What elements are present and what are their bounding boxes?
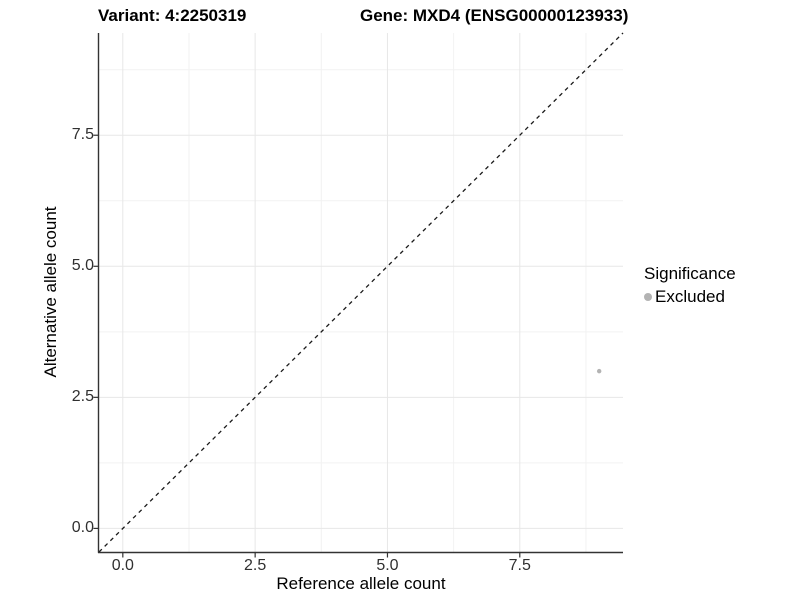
- plot-title-variant: Variant: 4:2250319: [98, 6, 247, 25]
- legend-item-label: Excluded: [655, 287, 725, 306]
- legend: Significance Excluded: [644, 264, 736, 307]
- x-axis-title: Reference allele count: [276, 574, 446, 593]
- y-tick-label: 7.5: [71, 126, 94, 144]
- legend-items: Excluded: [644, 287, 736, 307]
- y-axis-title: Alternative allele count: [41, 206, 60, 378]
- y-tick-label: 2.5: [71, 388, 94, 406]
- y-tick-label: 5.0: [71, 257, 94, 275]
- plot-title-gene: Gene: MXD4 (ENSG00000123933): [360, 6, 629, 25]
- legend-title: Significance: [644, 264, 736, 283]
- circle-icon: [644, 293, 652, 301]
- y-tick-label: 0.0: [71, 519, 94, 537]
- identity-dashed-line: [98, 32, 624, 553]
- x-tick-label: 0.0: [111, 557, 134, 574]
- x-tick-label: 7.5: [508, 557, 531, 574]
- data-point: [596, 368, 602, 374]
- legend-item: Excluded: [644, 287, 736, 307]
- x-tick-label: 2.5: [244, 557, 267, 574]
- x-tick-label: 5.0: [376, 557, 399, 574]
